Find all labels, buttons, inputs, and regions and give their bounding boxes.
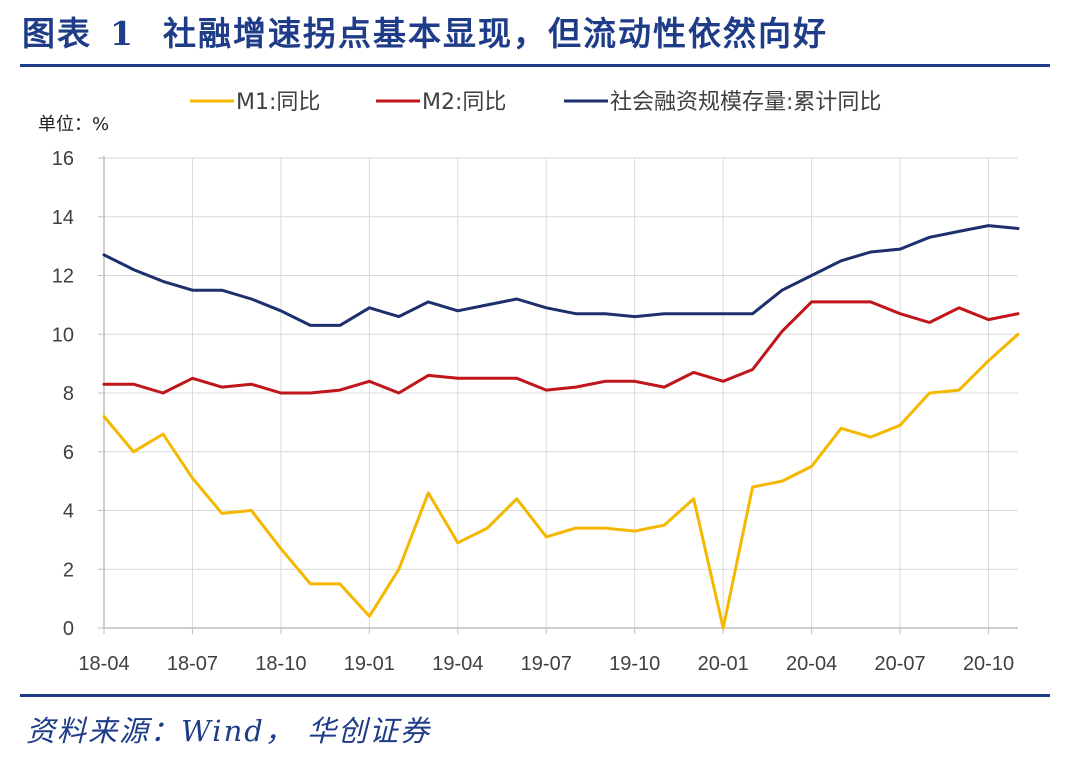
series-line-m1	[102, 332, 1020, 630]
y-tick-label: 8	[63, 383, 74, 405]
y-axis-ticks: 0 2 4 6 8 10 12 14 16	[52, 148, 104, 640]
x-tick-label: 20-07	[874, 653, 925, 675]
source-rule	[20, 694, 1050, 697]
x-tick-label: 20-01	[698, 653, 749, 675]
source-note: 资料来源：Wind， 华创证券	[26, 714, 432, 748]
x-tick-label: 19-10	[609, 653, 660, 675]
title-rule	[20, 64, 1050, 67]
y-tick-label: 14	[52, 207, 74, 229]
axes	[103, 156, 1018, 629]
y-tick-label: 16	[52, 148, 74, 170]
series-line-tsf	[102, 224, 1020, 327]
unit-label: 单位：%	[38, 114, 109, 135]
legend: M1:同比 M2:同比 社会融资规模存量:累计同比	[190, 90, 881, 115]
legend-label-m1: M1:同比	[236, 90, 320, 115]
x-tick-label: 18-04	[78, 653, 129, 675]
y-tick-label: 10	[52, 324, 74, 346]
figure-title: 图表 1 社融增速拐点基本显现，但流动性依然向好	[22, 8, 828, 60]
y-tick-label: 6	[63, 442, 74, 464]
y-tick-label: 0	[63, 618, 74, 640]
legend-label-m2: M2:同比	[422, 90, 506, 115]
x-tick-label: 19-01	[344, 653, 395, 675]
x-tick-label: 19-07	[521, 653, 572, 675]
x-axis-ticks: 18-04 18-07 18-10 19-01 19-04 19-07 19-10 20-01…	[78, 628, 1014, 675]
y-tick-label: 12	[52, 266, 74, 288]
figure-label: 图表	[22, 14, 92, 53]
y-tick-label: 4	[63, 501, 74, 523]
x-tick-label: 20-10	[963, 653, 1014, 675]
figure-number: 1	[110, 14, 135, 53]
figure-title-text: 社融增速拐点基本显现，但流动性依然向好	[162, 14, 828, 53]
x-tick-label: 20-04	[786, 653, 837, 675]
y-tick-label: 2	[63, 559, 74, 581]
legend-label-tsf: 社会融资规模存量:累计同比	[610, 90, 881, 115]
x-tick-label: 19-04	[432, 653, 483, 675]
x-tick-label: 18-10	[255, 653, 306, 675]
grid-lines	[103, 157, 1018, 628]
series-line-m2	[102, 300, 1020, 395]
series-lines	[102, 224, 1020, 630]
x-tick-label: 18-07	[167, 653, 218, 675]
